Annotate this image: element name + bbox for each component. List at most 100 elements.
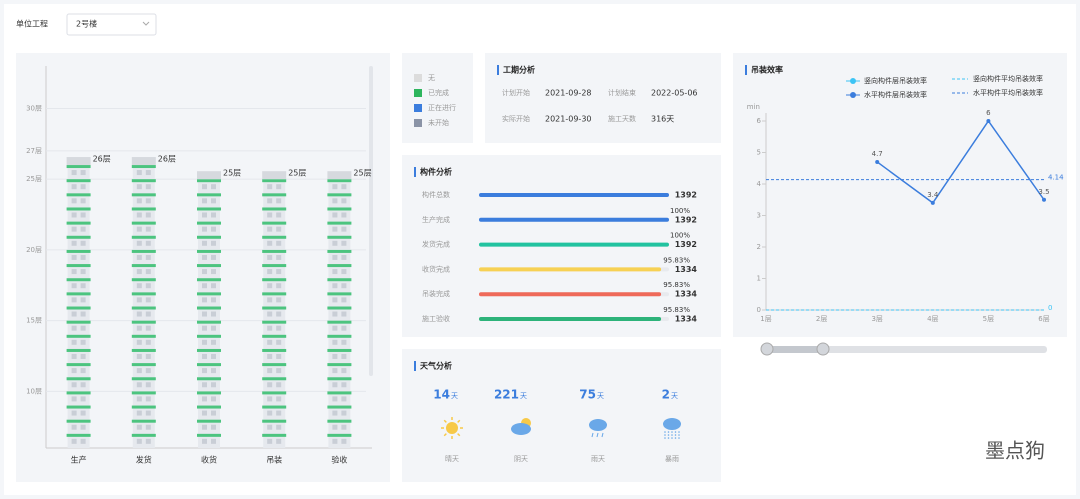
days-value: 14 <box>433 388 450 402</box>
window <box>276 240 282 246</box>
title-bar <box>414 167 416 177</box>
window <box>71 184 77 190</box>
window <box>202 382 207 388</box>
x-tick-label: 吊装 <box>266 455 282 465</box>
window <box>341 396 347 402</box>
count-label: 1334 <box>675 290 698 299</box>
window <box>211 438 216 444</box>
window <box>145 240 151 246</box>
unit-label: 单位工程 <box>16 19 48 29</box>
data-label: 6 <box>986 109 991 117</box>
schedule-value: 2021-09-28 <box>545 89 592 98</box>
floor-stripe <box>66 377 91 381</box>
floor-stripe <box>131 363 156 367</box>
floor-stripe <box>262 292 287 296</box>
floor-stripe <box>66 433 91 437</box>
floor-stripe <box>327 334 352 338</box>
x-tick-label: 2层 <box>816 315 827 323</box>
window <box>276 325 282 331</box>
window <box>341 424 347 430</box>
window <box>341 325 347 331</box>
window <box>80 339 86 345</box>
window <box>211 396 216 402</box>
point <box>875 159 880 164</box>
unit-value[interactable]: 2号楼 <box>76 19 97 29</box>
window <box>341 269 347 275</box>
window <box>80 438 86 444</box>
bar <box>479 242 669 247</box>
y-tick-label: 6 <box>757 117 762 125</box>
schedule-label: 计划开始 <box>502 88 530 97</box>
window <box>145 424 151 430</box>
window <box>202 212 207 218</box>
window <box>202 424 207 430</box>
slider-track[interactable] <box>762 346 1047 353</box>
bar <box>479 217 669 222</box>
floor-stripe <box>131 249 156 253</box>
window <box>136 170 142 176</box>
floor-stripe <box>131 221 156 225</box>
rain-drop <box>664 431 666 433</box>
x-tick-label: 4层 <box>927 315 938 323</box>
sun-ray <box>457 433 461 437</box>
value-label: 25层 <box>288 169 306 178</box>
floor-stripe <box>327 405 352 409</box>
legend-swatch <box>414 89 422 97</box>
x-tick-label: 6层 <box>1038 315 1049 323</box>
legend-label: 水平构件平均吊装效率 <box>973 88 1043 97</box>
rain-drop <box>671 437 673 439</box>
scrollbar[interactable] <box>369 66 373 376</box>
floor-stripe <box>262 235 287 239</box>
floor-stripe <box>131 320 156 324</box>
x-tick-label: 收货 <box>201 455 217 465</box>
floor-stripe <box>262 377 287 381</box>
window <box>145 198 151 204</box>
window <box>332 438 338 444</box>
average-label: 0 <box>1048 304 1052 312</box>
days-value: 75 <box>579 388 596 402</box>
slider-handle[interactable] <box>760 342 774 356</box>
window <box>276 396 282 402</box>
floor-stripe <box>131 306 156 310</box>
window <box>211 339 216 345</box>
window <box>80 240 86 246</box>
floor-stripe <box>262 207 287 211</box>
days-unit: 天 <box>451 392 458 400</box>
window <box>80 226 86 232</box>
window <box>80 368 86 374</box>
average-label: 4.14 <box>1048 174 1064 182</box>
window <box>341 240 347 246</box>
window <box>80 269 86 275</box>
window <box>211 283 216 289</box>
window <box>341 438 347 444</box>
floor-stripe <box>327 221 352 225</box>
window <box>145 368 151 374</box>
window <box>80 353 86 359</box>
window <box>145 353 151 359</box>
window <box>145 269 151 275</box>
unit-select[interactable] <box>66 13 157 36</box>
floor-stripe <box>131 207 156 211</box>
slider-handle[interactable] <box>816 342 830 356</box>
days-unit: 天 <box>597 392 604 400</box>
slider-range[interactable] <box>767 346 823 353</box>
floor-stripe <box>262 348 287 352</box>
floor-stripe <box>327 179 352 183</box>
sun-ray <box>443 433 447 437</box>
window <box>276 254 282 260</box>
window <box>211 254 216 260</box>
floor-stripe <box>66 292 91 296</box>
floor-stripe <box>197 391 221 395</box>
rain-drop <box>678 437 680 439</box>
window <box>276 269 282 275</box>
window <box>71 283 77 289</box>
window <box>145 396 151 402</box>
window <box>341 410 347 416</box>
rain-drop <box>664 437 666 439</box>
floor-stripe <box>197 221 221 225</box>
window <box>211 297 216 303</box>
window <box>145 297 151 303</box>
floor-stripe <box>262 193 287 197</box>
rain-drop <box>601 432 604 438</box>
